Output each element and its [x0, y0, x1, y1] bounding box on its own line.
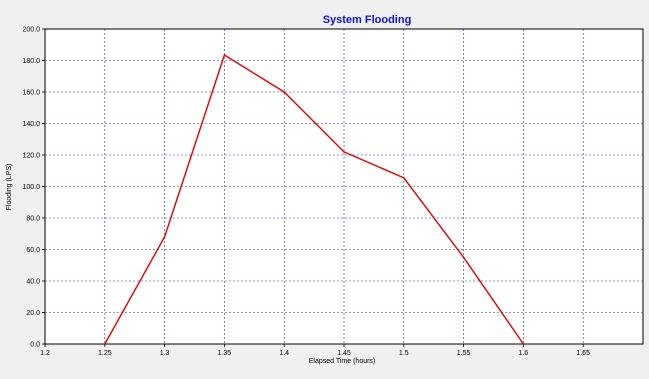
x-tick-label: 1.5 [399, 350, 409, 357]
y-tick-label: 180.0 [22, 58, 40, 65]
y-tick-label: 60.0 [26, 247, 40, 254]
x-tick-label: 1.25 [98, 350, 112, 357]
x-tick-label: 1.3 [160, 350, 170, 357]
y-tick-label: 80.0 [26, 216, 40, 223]
y-tick-label: 200.0 [22, 27, 40, 34]
data-point [283, 91, 286, 93]
y-tick-label: 120.0 [22, 153, 40, 160]
y-tick-label: 20.0 [26, 310, 40, 317]
x-tick-label: 1.35 [218, 350, 232, 357]
data-point [343, 151, 345, 153]
x-axis-label: Elapsed Time (hours) [309, 358, 376, 365]
grid-lines [45, 29, 643, 344]
data-point [403, 177, 405, 179]
x-tick-label: 1.2 [40, 350, 50, 357]
y-tick-label: 0.0 [30, 342, 40, 349]
data-point [163, 236, 166, 238]
tick-labels: 1.2 1.25 1.3 1.35 1.4 1.45 1.5 1.55 1.6 1.65 0.0 20… [22, 27, 590, 358]
data-point [462, 256, 465, 259]
y-axis-label: Flooding (LPS) [6, 164, 13, 211]
y-tick-label: 40.0 [26, 279, 40, 286]
x-tick-label: 1.55 [457, 350, 471, 357]
x-tick-label: 1.4 [279, 350, 289, 357]
x-tick-label: 1.45 [337, 350, 351, 357]
series-line-flooding [104, 54, 524, 345]
x-tick-label: 1.65 [576, 350, 590, 357]
y-tick-label: 140.0 [22, 121, 40, 128]
y-tick-label: 160.0 [22, 90, 40, 97]
x-tick-label: 1.6 [519, 350, 529, 357]
chart-title: System Flooding [323, 14, 412, 26]
y-tick-label: 100.0 [22, 184, 40, 191]
data-point [223, 54, 226, 56]
